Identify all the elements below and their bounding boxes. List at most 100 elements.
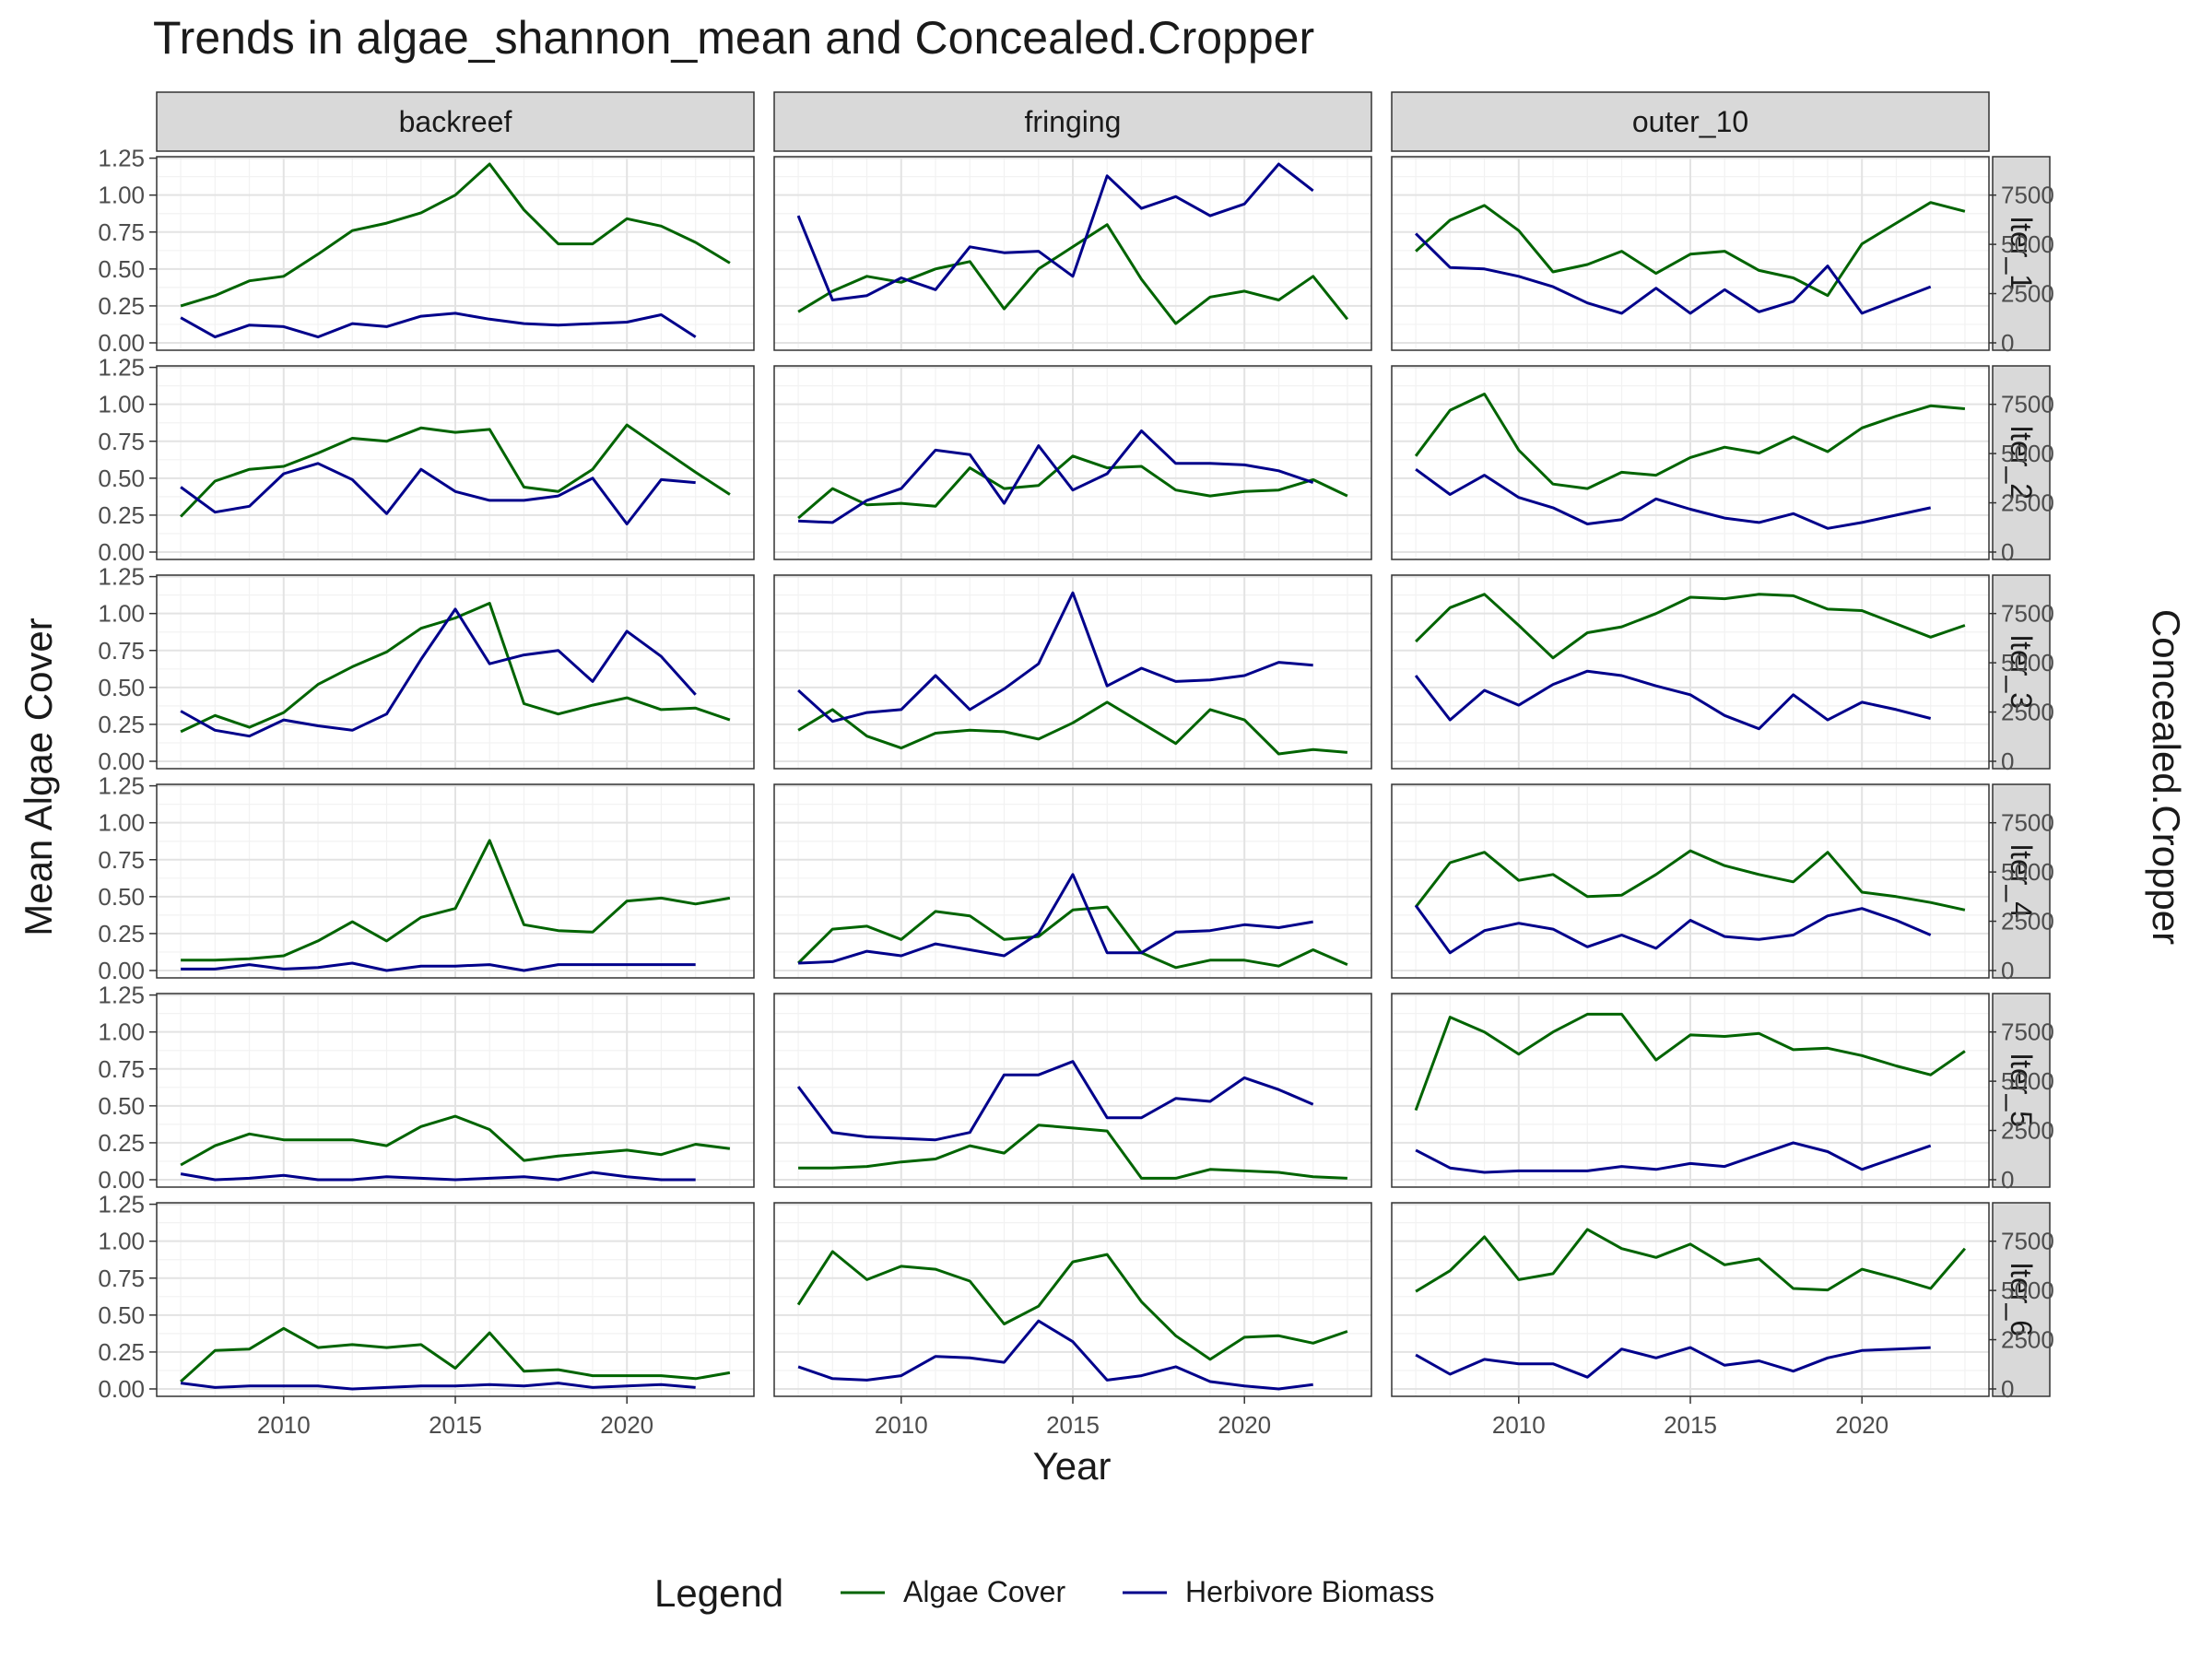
series-line-herbivore-biomass (798, 429, 1314, 524)
series-line-herbivore-biomass (1414, 669, 1932, 731)
secondary-y-axis-tick-label: 0 (2001, 329, 2014, 357)
series-line-algae-cover (797, 454, 1348, 520)
y-axis-tick-label: 1.00 (98, 1228, 145, 1255)
secondary-y-axis-tick-label: 2500 (2001, 1326, 2054, 1354)
facet-strip-lter-4 (1992, 783, 2051, 979)
secondary-y-axis-tick-label: 2500 (2001, 908, 2054, 935)
secondary-y-axis-title: Concealed.Cropper (2145, 609, 2188, 945)
facet-strip-lter-5 (1992, 993, 2051, 1188)
legend: Legend Algae Cover Herbivore Biomass (654, 1571, 1434, 1615)
panel-border (156, 156, 755, 351)
x-axis-tick-label: 2010 (1492, 1411, 1546, 1439)
panel-border (156, 574, 755, 770)
secondary-y-axis-tick-label: 7500 (2001, 809, 2054, 837)
y-axis-tick-label: 0.50 (98, 1092, 145, 1120)
series-line-algae-cover (796, 1250, 1348, 1361)
facet-strip-label: lter_2 (2005, 426, 2038, 500)
y-axis-tick-label: 1.00 (98, 600, 145, 628)
series-line-herbivore-biomass (796, 162, 1314, 301)
y-axis-tick-label: 1.25 (98, 772, 145, 800)
facet-strip-lter-3 (1992, 574, 2051, 770)
panel-lter-6-outer-10 (1391, 1202, 1990, 1397)
panel-lter-5-outer-10 (1391, 993, 1990, 1188)
secondary-y-axis-tick-label: 0 (2001, 1375, 2014, 1403)
series-line-herbivore-biomass (180, 462, 696, 525)
facet-strip-label: backreef (399, 105, 512, 138)
y-axis-tick-label: 0.75 (98, 846, 145, 874)
panel-lter-3-fringing (773, 574, 1372, 770)
series-line-herbivore-biomass (180, 1382, 696, 1391)
series-line-herbivore-biomass (1414, 904, 1932, 955)
series-line-algae-cover (180, 162, 731, 308)
facet-strip-label: lter_1 (2005, 217, 2038, 290)
y-axis-tick-label: 0.00 (98, 538, 145, 566)
secondary-y-axis-tick-label: 7500 (2001, 1228, 2054, 1255)
x-axis-tick-label: 2015 (1046, 1411, 1100, 1439)
legend-label-algae-cover: Algae Cover (903, 1575, 1065, 1608)
secondary-y-axis-tick-label: 2500 (2001, 280, 2054, 308)
series-line-algae-cover (1415, 201, 1966, 298)
y-axis-tick-label: 0.25 (98, 1338, 145, 1366)
y-axis-tick-label: 0.00 (98, 1166, 145, 1194)
facet-strip-fringing (773, 91, 1372, 152)
panel-lter-1-fringing (773, 156, 1372, 351)
secondary-y-axis-tick-label: 5000 (2001, 858, 2054, 886)
legend-title: Legend (654, 1571, 783, 1615)
x-axis-tick-label: 2020 (1835, 1411, 1888, 1439)
panel-lter-1-backreef (156, 156, 755, 351)
series-line-herbivore-biomass (1415, 232, 1932, 315)
secondary-y-axis-tick-label: 5000 (2001, 1277, 2054, 1304)
x-axis-tick-label: 2020 (600, 1411, 653, 1439)
panel-border (773, 993, 1372, 1188)
panel-lter-5-fringing (773, 993, 1372, 1188)
x-axis-tick-label: 2010 (257, 1411, 311, 1439)
panel-lter-6-fringing (773, 1202, 1372, 1397)
series-line-herbivore-biomass (798, 873, 1313, 965)
y-axis-tick-label: 0.50 (98, 255, 145, 283)
x-axis-tick-label: 2015 (429, 1411, 482, 1439)
y-axis-title: Mean Algae Cover (17, 618, 60, 936)
panel-lter-4-backreef (156, 783, 755, 979)
y-axis-tick-label: 0.50 (98, 883, 145, 911)
series-line-algae-cover (797, 223, 1349, 325)
secondary-y-axis-tick-label: 7500 (2001, 600, 2054, 628)
y-axis-tick-label: 0.00 (98, 957, 145, 984)
panel-border (773, 156, 1372, 351)
secondary-y-axis-tick-label: 0 (2001, 957, 2014, 984)
y-axis-tick-label: 1.25 (98, 1191, 145, 1218)
panel-lter-2-outer-10 (1391, 365, 1990, 560)
panel-lter-5-backreef (156, 993, 755, 1188)
y-axis-tick-label: 0.75 (98, 1055, 145, 1083)
series-line-herbivore-biomass (180, 607, 697, 738)
secondary-y-axis-tick-label: 2500 (2001, 1117, 2054, 1145)
x-axis-tick-label: 2020 (1218, 1411, 1271, 1439)
panel-border (773, 783, 1372, 979)
secondary-y-axis-tick-label: 7500 (2001, 1018, 2054, 1046)
secondary-y-axis-tick-label: 5000 (2001, 1067, 2054, 1095)
y-axis-tick-label: 1.00 (98, 391, 145, 418)
secondary-y-axis-tick-label: 2500 (2001, 699, 2054, 726)
series-line-herbivore-biomass (797, 1319, 1313, 1391)
y-axis-tick-label: 0.25 (98, 711, 145, 738)
y-axis-tick-label: 0.75 (98, 1265, 145, 1292)
y-axis-tick-label: 1.00 (98, 1018, 145, 1046)
y-axis-tick-label: 1.00 (98, 809, 145, 837)
series-line-algae-cover (798, 1124, 1347, 1180)
chart-title: Trends in algae_shannon_mean and Conceal… (153, 12, 1314, 64)
secondary-y-axis-tick-label: 5000 (2001, 649, 2054, 677)
y-axis-tick-label: 1.25 (98, 563, 145, 591)
y-axis-tick-label: 1.00 (98, 182, 145, 209)
facet-strip-label: lter_5 (2005, 1053, 2038, 1127)
panel-border (1391, 574, 1990, 770)
series-line-algae-cover (1415, 593, 1966, 660)
panel-border (156, 783, 755, 979)
facet-strip-label: outer_10 (1632, 105, 1748, 138)
y-axis-tick-label: 1.25 (98, 982, 145, 1009)
series-line-herbivore-biomass (181, 961, 696, 972)
secondary-y-axis-tick-label: 5000 (2001, 230, 2054, 258)
panel-border (1391, 365, 1990, 560)
series-line-algae-cover (797, 700, 1348, 756)
y-axis-tick-label: 0.75 (98, 218, 145, 246)
series-line-algae-cover (180, 1326, 731, 1383)
